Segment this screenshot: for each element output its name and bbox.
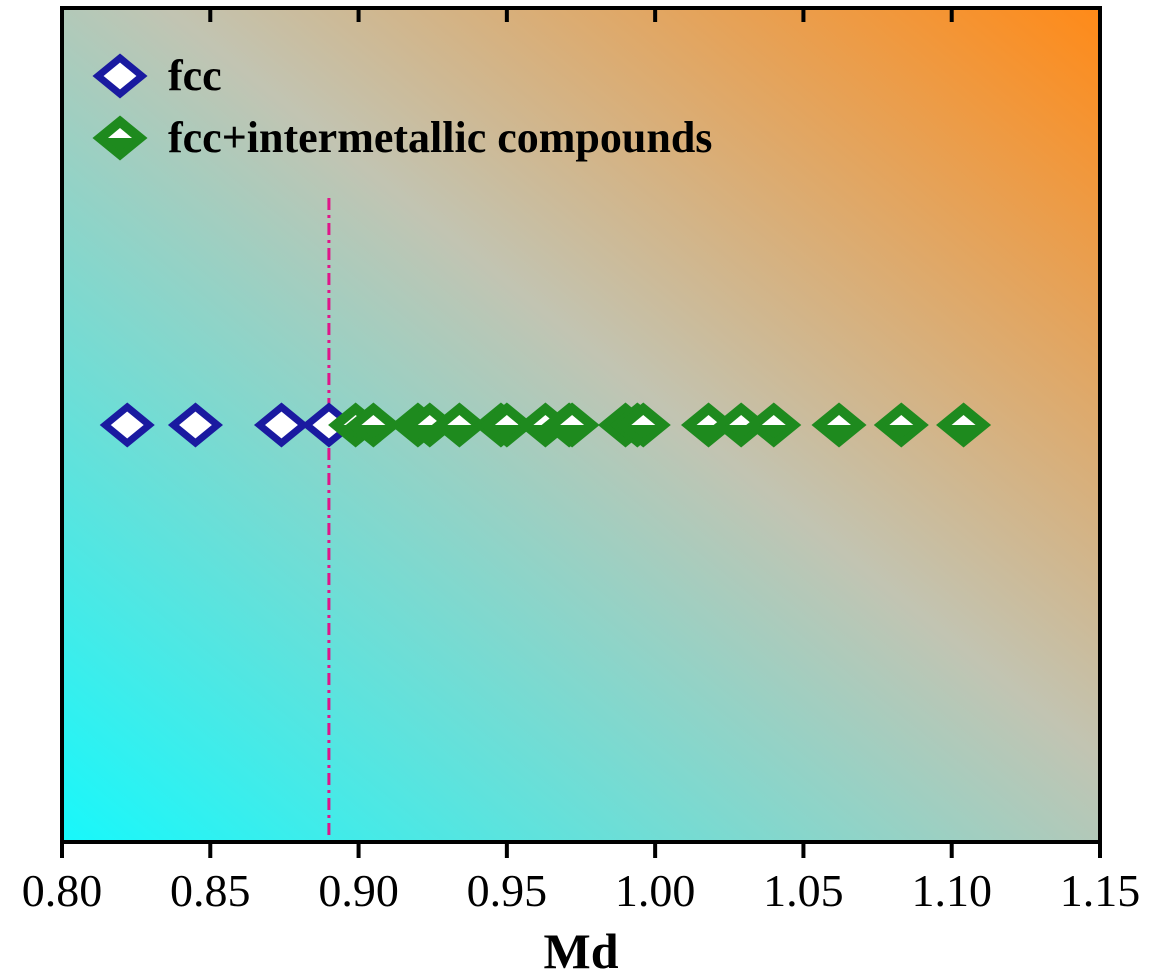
x-tick-label: 0.80 xyxy=(22,865,103,916)
marker-fcc-intermetallic xyxy=(615,402,671,448)
x-axis-ticks xyxy=(60,8,1102,858)
x-tick-label: 0.90 xyxy=(318,865,399,916)
data-markers xyxy=(99,402,992,448)
x-tick-label: 1.10 xyxy=(911,865,992,916)
x-tick-labels: 0.80 0.85 0.90 0.95 1.00 1.05 1.10 1.15 xyxy=(22,865,1141,916)
marker-fcc-intermetallic xyxy=(544,402,600,448)
legend-label-fcc-intermetallic: fcc+intermetallic compounds xyxy=(168,113,712,162)
x-tick-label: 1.15 xyxy=(1060,865,1141,916)
marker-fcc xyxy=(253,402,309,448)
marker-fcc xyxy=(99,402,155,448)
legend-marker-fcc xyxy=(92,53,148,99)
x-axis-title: Md xyxy=(544,923,619,978)
marker-fcc-intermetallic xyxy=(431,402,487,448)
marker-fcc-intermetallic xyxy=(936,402,992,448)
x-tick-label: 1.00 xyxy=(615,865,696,916)
marker-fcc xyxy=(167,402,223,448)
marker-fcc-intermetallic xyxy=(746,402,802,448)
plot-frame xyxy=(60,6,1102,844)
x-tick-label: 0.85 xyxy=(170,865,251,916)
legend: fcc fcc+intermetallic compounds xyxy=(92,51,712,162)
legend-marker-fcc-intermetallic xyxy=(92,115,148,161)
marker-fcc-intermetallic xyxy=(873,402,929,448)
legend-label-fcc: fcc xyxy=(168,51,222,100)
marker-fcc-intermetallic xyxy=(345,402,401,448)
x-tick-label: 1.05 xyxy=(763,865,844,916)
x-tick-label: 0.95 xyxy=(467,865,548,916)
marker-fcc-intermetallic xyxy=(713,402,769,448)
marker-fcc-intermetallic xyxy=(811,402,867,448)
marker-fcc-intermetallic xyxy=(479,402,535,448)
